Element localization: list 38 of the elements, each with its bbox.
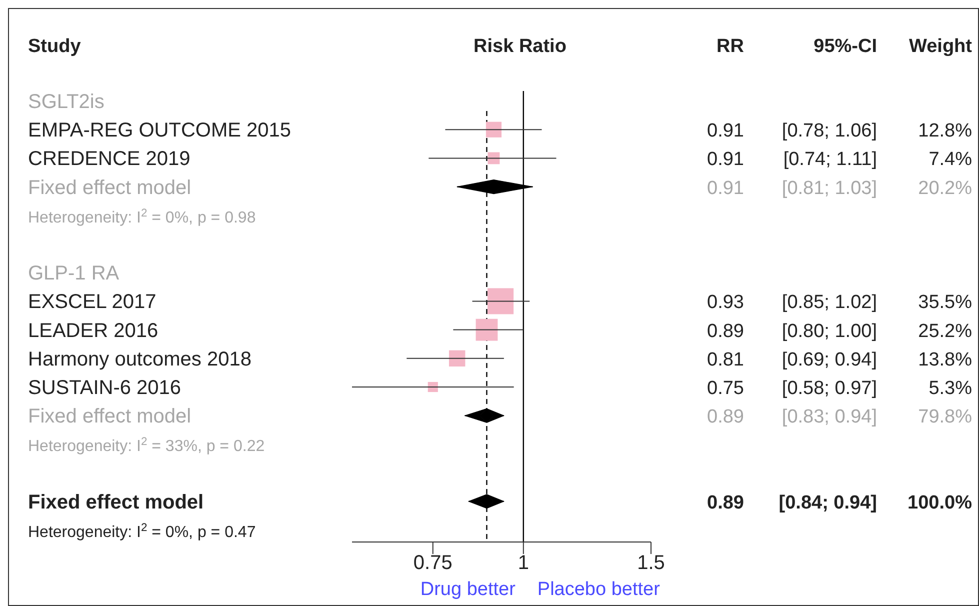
y-tick-label: Fixed effect model bbox=[28, 406, 192, 428]
y-tick-label: Heterogeneity: I$^{2}$ = 0%, p = 0.47 bbox=[28, 522, 256, 541]
text: 0.93 [0.85; 1.02] 35.5% bbox=[707, 292, 972, 314]
x-tick-label: 1 bbox=[518, 552, 529, 574]
y-tick-label: EXSCEL 2017 bbox=[28, 291, 156, 314]
y-tick-label: SGLT2is bbox=[28, 91, 104, 113]
text: 0.89 [0.84; 0.94] 100.0% bbox=[707, 492, 972, 514]
text: Drug better bbox=[420, 579, 516, 600]
y-tick-label: Heterogeneity: I$^{2}$ = 0%, p = 0.98 bbox=[28, 207, 256, 226]
text: 0.81 [0.69; 0.94] 13.8% bbox=[707, 349, 972, 370]
y-tick-label: EMPA-REG OUTCOME 2015 bbox=[28, 120, 292, 142]
text: 95%-CI bbox=[814, 36, 877, 57]
text: 0.89 [0.80; 1.00] 25.2% bbox=[707, 320, 972, 342]
y-tick-label: LEADER 2016 bbox=[28, 320, 158, 342]
y-tick-label: Fixed effect model bbox=[28, 491, 204, 514]
text: 0.75 [0.58; 0.97] 5.3% bbox=[707, 378, 972, 399]
text: Placebo better bbox=[537, 579, 661, 600]
y-tick-label: GLP-1 RA bbox=[28, 262, 120, 285]
chart-title: Risk Ratio bbox=[474, 36, 566, 57]
point bbox=[486, 122, 502, 138]
y-tick-label: Heterogeneity: I$^{2}$ = 33%, p = 0.22 bbox=[28, 436, 265, 456]
y-tick-label: Harmony outcomes 2018 bbox=[28, 348, 252, 370]
x-tick-label: 1.5 bbox=[637, 552, 665, 574]
text: Weight bbox=[909, 36, 973, 57]
y-tick-label: SUSTAIN-6 2016 bbox=[28, 377, 182, 399]
x-tick-label: 0.75 bbox=[413, 552, 452, 574]
text: 0.89 [0.83; 0.94] 79.8% bbox=[707, 406, 972, 428]
y-tick-label: Fixed effect model bbox=[28, 176, 192, 199]
y-tick-label: CREDENCE 2019 bbox=[28, 148, 190, 170]
point bbox=[480, 494, 494, 508]
point bbox=[486, 180, 501, 194]
text: 0.91 [0.81; 1.03] 20.2% bbox=[707, 178, 972, 199]
text: 0.91 [0.78; 1.06] 12.8% bbox=[707, 120, 972, 142]
text: 0.91 [0.74; 1.11] 7.4% bbox=[707, 149, 972, 170]
y-axis-title: Study bbox=[28, 36, 82, 57]
point bbox=[480, 408, 494, 423]
point bbox=[448, 350, 466, 367]
text: RR bbox=[716, 36, 744, 57]
